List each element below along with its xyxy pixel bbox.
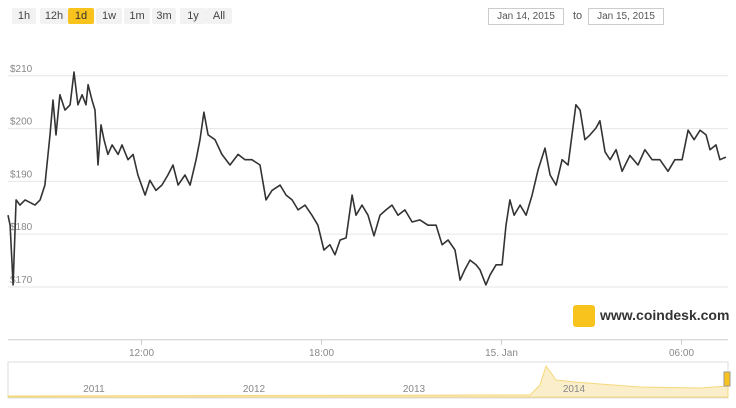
x-tick-label: 15. Jan [485, 348, 518, 359]
x-tick-label: 18:00 [309, 348, 334, 359]
date-separator: to [573, 10, 583, 22]
x-tick-label: 12:00 [129, 348, 154, 359]
navigator-label: 2013 [403, 384, 426, 395]
range-button[interactable]: 3m [152, 8, 176, 24]
y-tick-label: $190 [10, 169, 33, 180]
y-tick-label: $200 [10, 117, 33, 128]
navigator-label: 2012 [243, 384, 266, 395]
range-button[interactable]: 1h [12, 8, 36, 24]
navigator-handle[interactable] [723, 371, 731, 387]
date-from[interactable]: Jan 14, 2015 [488, 8, 564, 25]
y-tick-label: $180 [10, 222, 33, 233]
navigator-label: 2011 [83, 384, 105, 395]
navigator-area [7, 364, 729, 398]
date-to[interactable]: Jan 15, 2015 [588, 8, 664, 25]
range-button[interactable]: 12h [40, 8, 68, 24]
range-button[interactable]: 1w [96, 8, 122, 24]
range-button[interactable]: 1d [68, 8, 94, 24]
x-tick-label: 06:00 [669, 348, 694, 359]
price-line [7, 71, 727, 286]
logo-icon [573, 305, 595, 327]
range-button[interactable]: 1m [124, 8, 150, 24]
watermark: www.coindesk.com [600, 307, 730, 323]
navigator-label: 2014 [563, 384, 586, 395]
y-tick-label: $210 [10, 64, 33, 75]
range-button[interactable]: 1y [180, 8, 206, 24]
range-button[interactable]: All [206, 8, 232, 24]
y-tick-label: $170 [10, 275, 33, 286]
